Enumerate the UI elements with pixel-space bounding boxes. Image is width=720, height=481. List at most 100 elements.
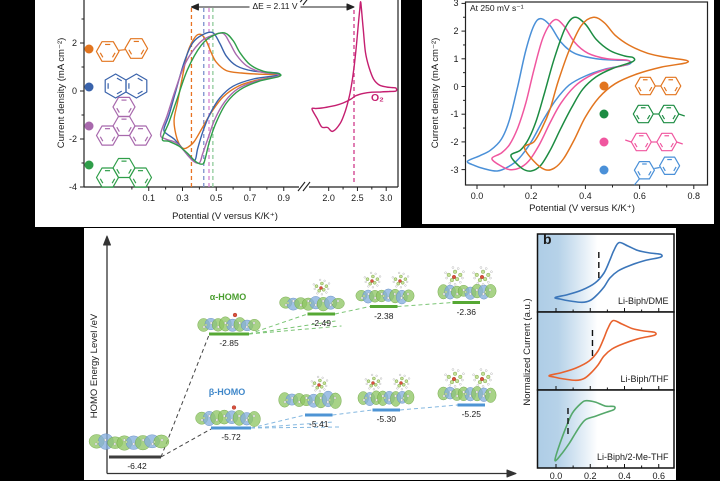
atom-dot <box>394 394 397 398</box>
atom-dot <box>326 379 329 382</box>
cv-curve-2-methylbiphenyl <box>466 17 632 172</box>
level-connector <box>160 428 212 458</box>
orbital-lobe <box>329 392 342 409</box>
axis-tick-or-spine <box>297 181 306 192</box>
cv-curve-biphenyl <box>523 16 690 171</box>
atom-dot <box>160 438 164 442</box>
atom-dot <box>222 414 226 418</box>
atom-dot <box>453 371 458 376</box>
axis-tick-or-spine <box>674 86 678 92</box>
x-tick-label: 0.2 <box>524 191 538 201</box>
atom-dot <box>473 378 476 382</box>
energy-value-label: -5.30 <box>376 414 396 424</box>
atom-dot <box>320 281 324 286</box>
orbital-molecule <box>355 288 415 305</box>
solvent-molecule <box>472 368 493 388</box>
benzene-ring <box>660 76 682 96</box>
atom-dot <box>202 325 206 329</box>
atom-dot <box>449 278 454 283</box>
x-tick-label: 2.0 <box>322 193 335 203</box>
atom-dot <box>403 277 408 281</box>
atom-dot <box>444 271 447 274</box>
atom-dot <box>400 296 403 300</box>
atom-dot <box>230 418 234 422</box>
atom-dot <box>442 292 446 296</box>
legend-dot-biphenyl <box>599 81 609 91</box>
energy-value-label: -5.41 <box>309 419 329 429</box>
atom-dot <box>479 376 485 382</box>
atom-dot <box>153 440 156 444</box>
atom-dot <box>252 321 256 325</box>
cv-curve-phenanthrene <box>161 32 282 165</box>
atom-dot <box>444 392 448 396</box>
atom-dot <box>378 280 381 283</box>
axis-tick-or-spine <box>111 136 116 142</box>
atom-dot <box>462 288 466 292</box>
legend-dot-triphenylene <box>84 121 94 131</box>
atom-dot <box>237 414 241 418</box>
atom-dot <box>393 382 396 385</box>
solvent-label: Li-Biph/2-Me-THF <box>596 452 669 462</box>
atom-dot <box>323 279 326 282</box>
structure-biphenyl <box>634 76 682 96</box>
atom-dot <box>305 396 308 400</box>
atom-dot <box>377 386 380 389</box>
legend-dot-2-methylbiphenyl <box>599 165 609 175</box>
solvent-molecule <box>444 266 465 286</box>
x-tick-label: 0.4 <box>618 471 631 481</box>
benzene-ring <box>128 167 153 188</box>
cv-scan-rate-plot <box>461 1 709 189</box>
atom-dot <box>486 272 491 277</box>
axis-tick-or-spine <box>111 52 116 58</box>
x-tick-label: 0.3 <box>176 193 189 203</box>
atom-dot <box>317 288 321 293</box>
solvent-molecule <box>472 266 493 286</box>
atom-dot <box>208 414 211 418</box>
x-tick-label: 0.6 <box>633 191 646 201</box>
structure-2-methylbiphenyl <box>633 156 681 186</box>
atom-dot <box>283 400 287 404</box>
delta-e-annotation: ΔE = 2.11 V <box>249 2 301 11</box>
atom-dot <box>476 384 479 387</box>
axis-tick-or-spine <box>636 114 640 120</box>
atom-dot <box>455 277 460 282</box>
atom-dot <box>477 278 482 283</box>
y-tick-label: -2 <box>450 136 459 147</box>
atom-dot <box>132 442 136 446</box>
axis-tick-or-spine <box>116 168 120 174</box>
atom-dot <box>446 374 451 379</box>
atom-dot <box>487 281 490 284</box>
structure-triphenylene <box>95 96 153 146</box>
atom-dot <box>364 280 367 283</box>
level-connector <box>250 414 306 429</box>
atom-dot <box>462 372 465 375</box>
atom-dot <box>402 396 405 400</box>
benzene-ring <box>128 125 153 146</box>
y-tick-label: -3 <box>450 164 459 175</box>
atom-dot <box>484 290 487 294</box>
atom-dot <box>316 292 319 295</box>
atom-dot <box>444 373 447 376</box>
y-tick-label: 0 <box>453 81 459 92</box>
atom-dot <box>406 292 410 296</box>
atom-dot <box>403 374 406 377</box>
energy-value-label: -2.49 <box>311 318 331 328</box>
benzene-ring <box>95 41 120 62</box>
atom-dot <box>306 299 310 303</box>
homo-diagram-plot <box>88 233 675 478</box>
atom-dot <box>307 398 310 402</box>
atom-dot <box>481 385 485 388</box>
axis-tick-or-spine <box>132 178 137 184</box>
y-tick-label: 1 <box>453 53 459 64</box>
atom-dot <box>488 390 492 394</box>
scan-rate-label: At 250 mV s⁻¹ <box>470 3 524 13</box>
axis-tick-or-spine <box>116 107 120 113</box>
axis-tick-or-spine <box>302 0 308 6</box>
atom-dot <box>329 303 332 307</box>
atom-dot <box>362 398 366 402</box>
atom-dot <box>319 286 323 290</box>
atom-dot <box>459 383 462 386</box>
orbital-molecule <box>195 409 261 427</box>
atom-dot <box>485 267 488 270</box>
atom-dot <box>326 400 330 404</box>
